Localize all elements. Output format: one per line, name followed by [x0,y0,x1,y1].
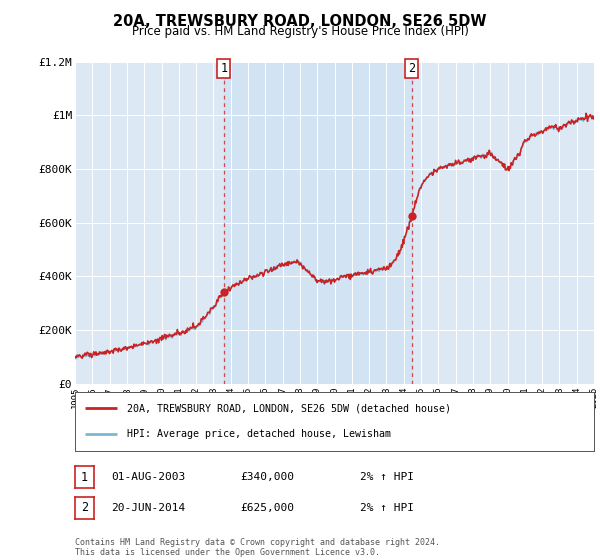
Text: 1: 1 [220,62,227,74]
Text: 20-JUN-2014: 20-JUN-2014 [111,503,185,513]
Text: 20A, TREWSBURY ROAD, LONDON, SE26 5DW (detached house): 20A, TREWSBURY ROAD, LONDON, SE26 5DW (d… [127,403,451,413]
Text: Price paid vs. HM Land Registry's House Price Index (HPI): Price paid vs. HM Land Registry's House … [131,25,469,38]
Text: 20A, TREWSBURY ROAD, LONDON, SE26 5DW: 20A, TREWSBURY ROAD, LONDON, SE26 5DW [113,14,487,29]
Text: 01-AUG-2003: 01-AUG-2003 [111,472,185,482]
Text: 2: 2 [408,62,415,74]
Bar [224,62,412,384]
Text: 1: 1 [81,470,88,484]
Text: £340,000: £340,000 [240,472,294,482]
Text: HPI: Average price, detached house, Lewisham: HPI: Average price, detached house, Lewi… [127,430,391,440]
Text: 2% ↑ HPI: 2% ↑ HPI [360,503,414,513]
Text: 2% ↑ HPI: 2% ↑ HPI [360,472,414,482]
Text: 2: 2 [81,501,88,515]
Text: Contains HM Land Registry data © Crown copyright and database right 2024.
This d: Contains HM Land Registry data © Crown c… [75,538,440,557]
Text: £625,000: £625,000 [240,503,294,513]
